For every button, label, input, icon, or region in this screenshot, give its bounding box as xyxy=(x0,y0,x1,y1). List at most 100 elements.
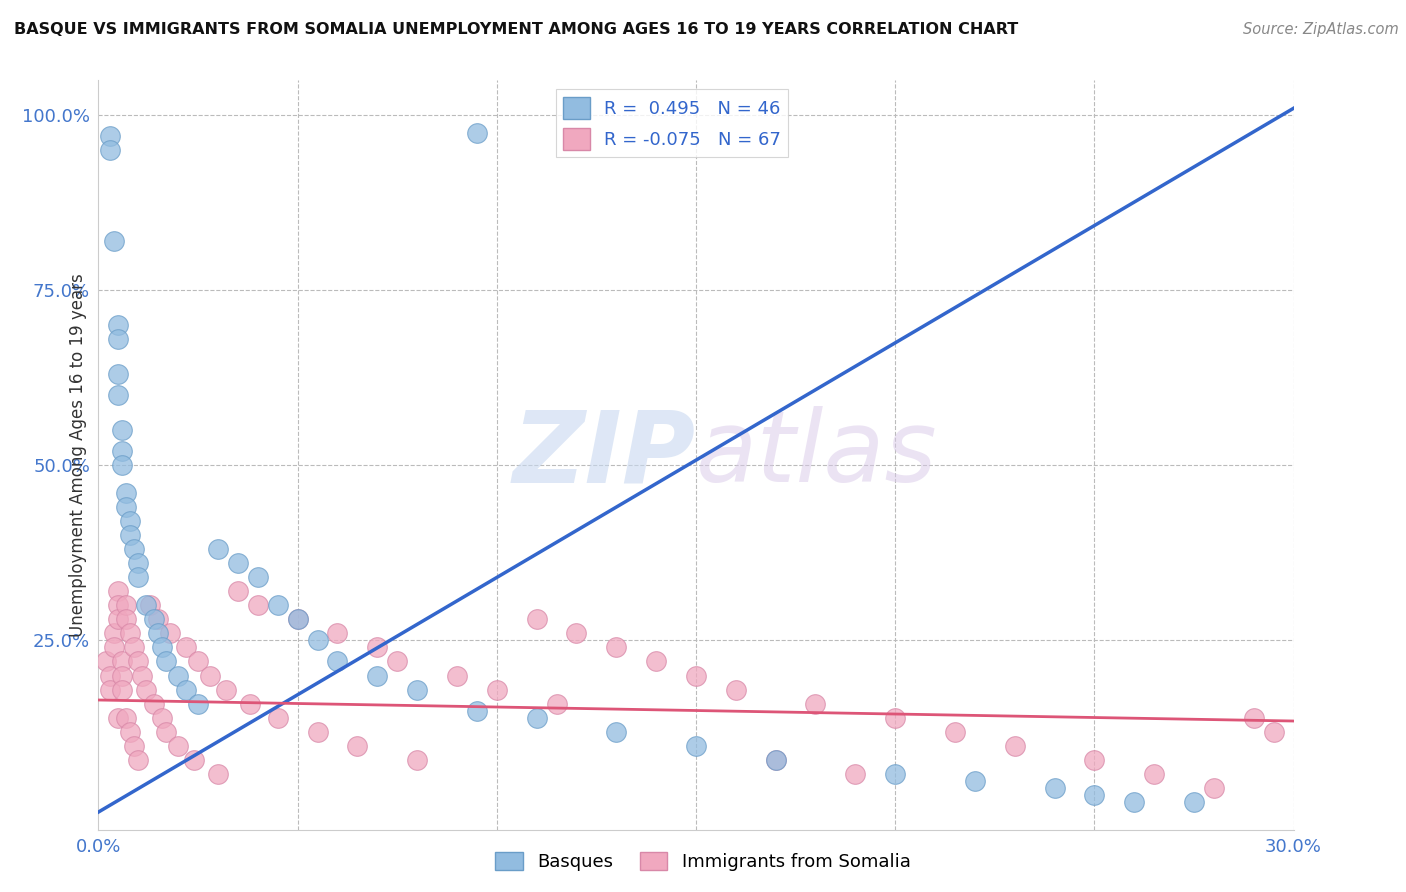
Point xyxy=(645,655,668,669)
Point xyxy=(198,668,221,682)
Point xyxy=(546,697,568,711)
Point xyxy=(159,626,181,640)
Point xyxy=(111,424,134,438)
Point xyxy=(127,752,149,766)
Legend: Basques, Immigrants from Somalia: Basques, Immigrants from Somalia xyxy=(488,845,918,879)
Text: ZIP: ZIP xyxy=(513,407,696,503)
Point xyxy=(143,697,166,711)
Point xyxy=(115,612,138,626)
Point xyxy=(963,773,986,788)
Point xyxy=(174,640,197,655)
Point xyxy=(207,766,229,780)
Text: Source: ZipAtlas.com: Source: ZipAtlas.com xyxy=(1243,22,1399,37)
Point xyxy=(406,752,429,766)
Point xyxy=(366,640,388,655)
Point xyxy=(226,584,249,599)
Point xyxy=(103,235,125,249)
Point xyxy=(107,710,129,724)
Point xyxy=(385,655,409,669)
Point xyxy=(131,668,153,682)
Point xyxy=(120,626,142,640)
Point xyxy=(111,444,134,458)
Point xyxy=(605,724,627,739)
Point xyxy=(326,626,349,640)
Point xyxy=(565,626,588,640)
Point xyxy=(526,710,548,724)
Point xyxy=(148,626,170,640)
Point xyxy=(120,724,142,739)
Point xyxy=(107,332,129,346)
Y-axis label: Unemployment Among Ages 16 to 19 years: Unemployment Among Ages 16 to 19 years xyxy=(69,273,87,637)
Point xyxy=(139,599,162,613)
Point xyxy=(326,655,349,669)
Point xyxy=(150,640,173,655)
Point xyxy=(107,584,129,599)
Point xyxy=(120,528,142,542)
Point xyxy=(187,697,209,711)
Point xyxy=(127,557,149,571)
Point xyxy=(115,599,138,613)
Point xyxy=(115,486,138,500)
Point xyxy=(115,710,138,724)
Point xyxy=(107,388,129,402)
Point xyxy=(605,640,627,655)
Point xyxy=(307,724,329,739)
Point xyxy=(155,655,177,669)
Point xyxy=(465,704,488,718)
Point xyxy=(111,668,134,682)
Point xyxy=(111,655,134,669)
Point xyxy=(124,542,146,557)
Point xyxy=(1123,795,1146,809)
Point xyxy=(120,515,142,529)
Point xyxy=(98,144,122,158)
Point xyxy=(1202,780,1225,795)
Point xyxy=(346,739,368,753)
Point xyxy=(103,640,125,655)
Point xyxy=(884,766,907,780)
Point xyxy=(1143,766,1166,780)
Point xyxy=(765,752,787,766)
Point xyxy=(239,697,262,711)
Point xyxy=(884,710,907,724)
Point xyxy=(135,682,157,697)
Point xyxy=(111,682,134,697)
Point xyxy=(226,557,249,571)
Point xyxy=(135,599,157,613)
Point xyxy=(1043,780,1066,795)
Point xyxy=(155,724,177,739)
Point xyxy=(107,599,129,613)
Text: atlas: atlas xyxy=(696,407,938,503)
Point xyxy=(167,739,190,753)
Point xyxy=(107,612,129,626)
Point xyxy=(167,668,190,682)
Point xyxy=(187,655,209,669)
Point xyxy=(215,682,238,697)
Point xyxy=(148,612,170,626)
Point xyxy=(943,724,966,739)
Point xyxy=(207,542,229,557)
Point xyxy=(107,368,129,382)
Text: BASQUE VS IMMIGRANTS FROM SOMALIA UNEMPLOYMENT AMONG AGES 16 TO 19 YEARS CORRELA: BASQUE VS IMMIGRANTS FROM SOMALIA UNEMPL… xyxy=(14,22,1018,37)
Point xyxy=(724,682,747,697)
Point xyxy=(98,668,122,682)
Point xyxy=(1083,788,1105,802)
Point xyxy=(246,599,269,613)
Point xyxy=(685,739,707,753)
Point xyxy=(526,612,548,626)
Point xyxy=(804,697,827,711)
Point xyxy=(406,682,429,697)
Legend: R =  0.495   N = 46, R = -0.075   N = 67: R = 0.495 N = 46, R = -0.075 N = 67 xyxy=(555,89,789,157)
Point xyxy=(98,129,122,144)
Point xyxy=(765,752,787,766)
Point xyxy=(96,655,118,669)
Point xyxy=(127,655,149,669)
Point xyxy=(174,682,197,697)
Point xyxy=(115,500,138,515)
Point xyxy=(1263,724,1285,739)
Point xyxy=(124,640,146,655)
Point xyxy=(287,612,309,626)
Point xyxy=(143,612,166,626)
Point xyxy=(111,458,134,473)
Point xyxy=(844,766,866,780)
Point xyxy=(1182,795,1205,809)
